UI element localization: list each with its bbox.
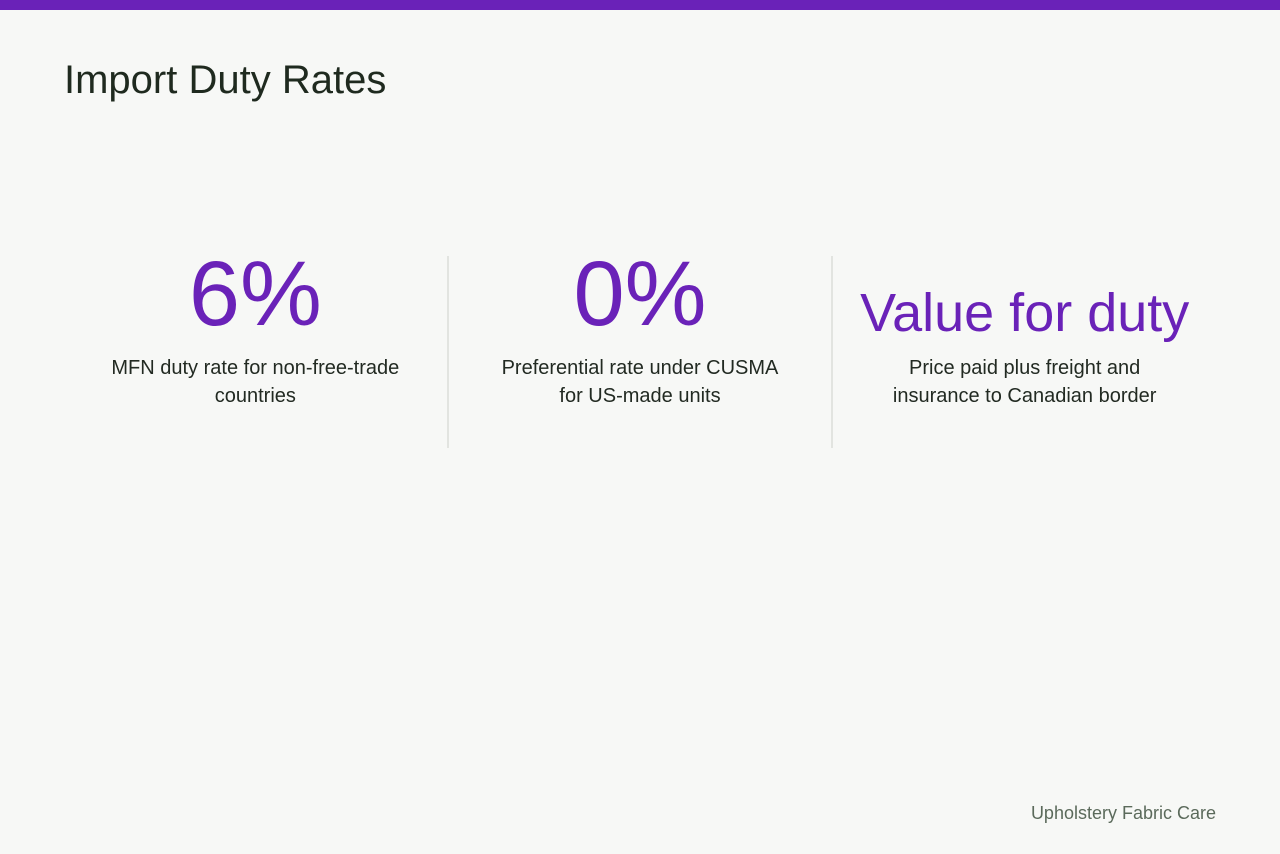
stats-row: 6% MFN duty rate for non-free-trade coun… — [64, 243, 1216, 448]
stat-value-for-duty: Value for duty Price paid plus freight a… — [831, 256, 1216, 448]
slide-title: Import Duty Rates — [64, 58, 387, 102]
stat-value: 0% — [573, 243, 707, 345]
stat-description: Price paid plus freight and insurance to… — [892, 357, 1157, 407]
stat-mfn-rate: 6% MFN duty rate for non-free-trade coun… — [64, 243, 447, 448]
stat-value: Value for duty — [860, 283, 1190, 343]
stat-description: Preferential rate under CUSMA for US-mad… — [501, 357, 779, 407]
accent-top-bar — [0, 0, 1280, 10]
footer-brand: Upholstery Fabric Care — [1030, 803, 1216, 823]
stat-cusma-rate: 0% Preferential rate under CUSMA for US-… — [446, 243, 832, 448]
stat-description: MFN duty rate for non-free-trade countri… — [111, 357, 400, 407]
stat-value: 6% — [188, 243, 322, 345]
